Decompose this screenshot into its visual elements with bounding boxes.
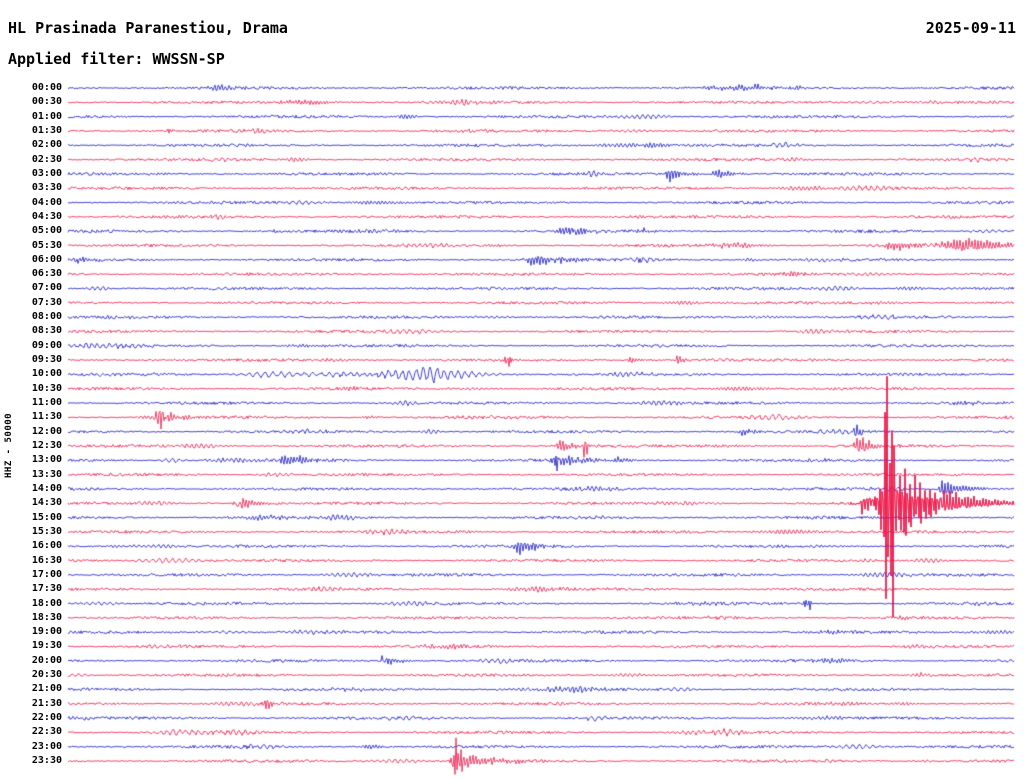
- time-label: 16:30: [31, 554, 62, 566]
- time-label: 03:00: [31, 167, 62, 179]
- time-label: 11:00: [31, 397, 62, 409]
- time-label: 18:00: [31, 597, 62, 609]
- time-label: 19:00: [31, 626, 62, 638]
- station-title: HL Prasinada Paranestiou, Drama: [8, 19, 288, 37]
- time-label: 01:30: [31, 124, 62, 136]
- time-label: 04:30: [31, 210, 62, 222]
- time-label: 02:30: [31, 153, 62, 165]
- time-label: 15:30: [31, 525, 62, 537]
- time-label: 21:30: [31, 697, 62, 709]
- filter-label: Applied filter: WWSSN-SP: [8, 50, 225, 68]
- time-label: 08:30: [31, 325, 62, 337]
- time-label: 12:00: [31, 425, 62, 437]
- time-label: 19:30: [31, 640, 62, 652]
- time-label: 10:30: [31, 382, 62, 394]
- time-label: 13:30: [31, 468, 62, 480]
- time-label: 05:30: [31, 239, 62, 251]
- time-label: 16:00: [31, 540, 62, 552]
- time-label: 20:30: [31, 669, 62, 681]
- time-label: 06:00: [31, 253, 62, 265]
- time-label: 17:00: [31, 568, 62, 580]
- time-label: 14:30: [31, 497, 62, 509]
- time-label: 10:00: [31, 368, 62, 380]
- time-label: 18:30: [31, 611, 62, 623]
- time-label: 06:30: [31, 268, 62, 280]
- time-label: 17:30: [31, 583, 62, 595]
- time-label: 02:00: [31, 139, 62, 151]
- time-label: 22:30: [31, 726, 62, 738]
- time-label: 05:00: [31, 225, 62, 237]
- time-label: 00:00: [31, 82, 62, 93]
- time-label: 11:30: [31, 411, 62, 423]
- channel-scale-label: HHZ - 50000: [4, 412, 14, 478]
- time-label: 03:30: [31, 182, 62, 194]
- time-label: 12:30: [31, 440, 62, 451]
- time-label: 20:00: [31, 654, 62, 666]
- time-label: 00:30: [31, 96, 62, 108]
- time-label: 22:00: [31, 712, 62, 724]
- time-label: 09:30: [31, 354, 62, 366]
- time-label: 08:00: [31, 311, 62, 323]
- time-label: 23:30: [31, 755, 62, 767]
- time-label: 15:00: [31, 511, 62, 523]
- time-label: 07:00: [31, 282, 62, 294]
- time-label: 01:00: [31, 110, 62, 122]
- time-label: 13:00: [31, 454, 62, 466]
- date-label: 2025-09-11: [925, 19, 1016, 37]
- time-label: 07:30: [31, 296, 62, 308]
- time-label: 23:00: [31, 740, 62, 752]
- time-label: 04:00: [31, 196, 62, 208]
- time-label: 09:00: [31, 339, 62, 351]
- time-label: 21:00: [31, 683, 62, 695]
- time-label: 14:00: [31, 482, 62, 494]
